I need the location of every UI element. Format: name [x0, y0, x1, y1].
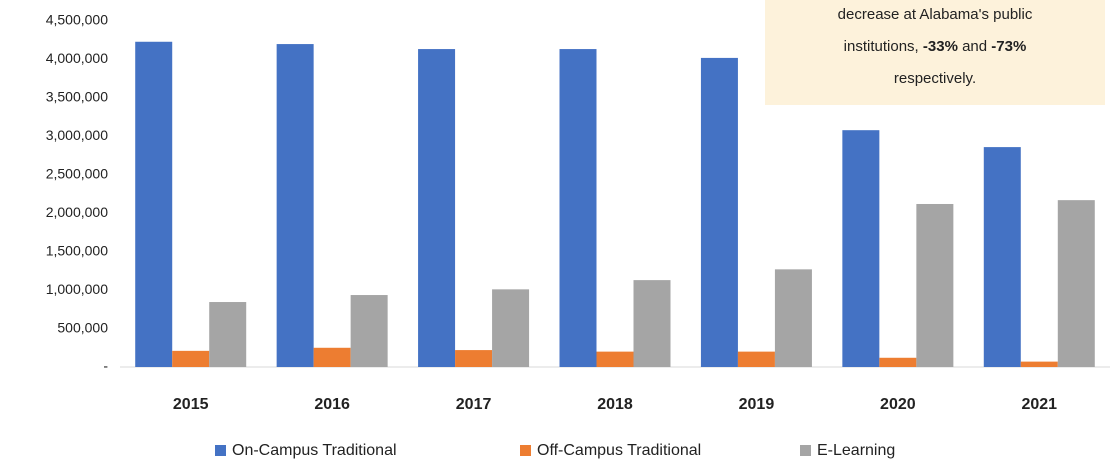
y-tick-label: 3,500,000: [46, 89, 108, 105]
annotation-run: -33%: [923, 38, 958, 55]
y-tick-label: -: [103, 358, 108, 374]
bar: [1057, 200, 1095, 367]
legend-label: E-Learning: [817, 442, 895, 459]
y-tick-label: 2,000,000: [46, 204, 108, 220]
bar: [916, 203, 954, 367]
annotation-run: and: [958, 38, 991, 55]
x-tick-label: 2020: [880, 396, 916, 413]
x-tick-label: 2016: [314, 396, 350, 413]
y-tick-label: 4,500,000: [46, 12, 108, 28]
bar: [879, 357, 917, 367]
annotation-box: [765, 0, 1105, 105]
bar: [172, 350, 210, 367]
bar: [983, 147, 1021, 367]
bar: [737, 351, 775, 367]
bar: [1020, 361, 1058, 367]
legend-label: Off-Campus Traditional: [537, 442, 701, 459]
bar: [774, 269, 812, 367]
y-tick-label: 500,000: [57, 319, 108, 335]
y-tick-label: 1,000,000: [46, 281, 108, 297]
legend-swatch: [215, 445, 226, 456]
x-tick-label: 2021: [1021, 396, 1057, 413]
bar: [135, 41, 173, 367]
x-tick-label: 2019: [739, 396, 775, 413]
annotation-run: -73%: [991, 38, 1026, 55]
annotation-run: decrease at Alabama's public: [838, 6, 1033, 23]
annotation-line: respectively.: [894, 70, 976, 87]
bar: [455, 350, 493, 367]
bar: [209, 302, 247, 367]
annotation-run: respectively.: [894, 70, 976, 87]
x-tick-label: 2018: [597, 396, 633, 413]
x-tick-label: 2017: [456, 396, 492, 413]
bar: [350, 295, 388, 367]
legend-label: On-Campus Traditional: [232, 442, 397, 459]
annotation-run: institutions,: [844, 38, 923, 55]
bar: [633, 280, 671, 367]
legend-swatch: [520, 445, 531, 456]
bar: [492, 289, 530, 367]
y-tick-label: 2,500,000: [46, 165, 108, 181]
bar: [276, 44, 314, 368]
bar: [596, 351, 634, 367]
y-tick-label: 4,000,000: [46, 50, 108, 66]
bar: [559, 49, 597, 367]
y-tick-label: 3,000,000: [46, 127, 108, 143]
bar: [418, 49, 456, 367]
y-tick-label: 1,500,000: [46, 242, 108, 258]
annotation-line: decrease at Alabama's public: [838, 6, 1033, 23]
legend-swatch: [800, 445, 811, 456]
bar: [842, 130, 880, 367]
annotation-line: institutions, -33% and -73%: [844, 38, 1027, 55]
x-tick-label: 2015: [173, 396, 209, 413]
bar: [313, 347, 351, 367]
bar: [700, 57, 738, 367]
